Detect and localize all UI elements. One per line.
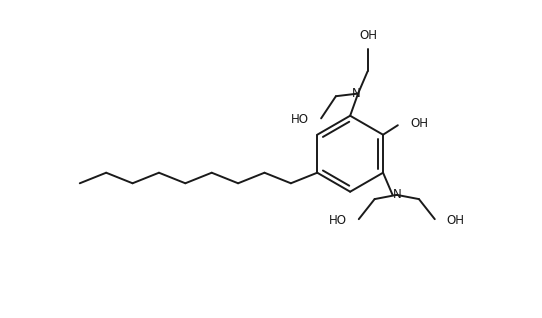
Text: N: N <box>352 87 361 100</box>
Text: OH: OH <box>360 29 378 42</box>
Text: OH: OH <box>447 214 464 227</box>
Text: N: N <box>392 188 401 201</box>
Text: HO: HO <box>329 214 347 227</box>
Text: HO: HO <box>291 113 308 126</box>
Text: OH: OH <box>410 117 429 130</box>
